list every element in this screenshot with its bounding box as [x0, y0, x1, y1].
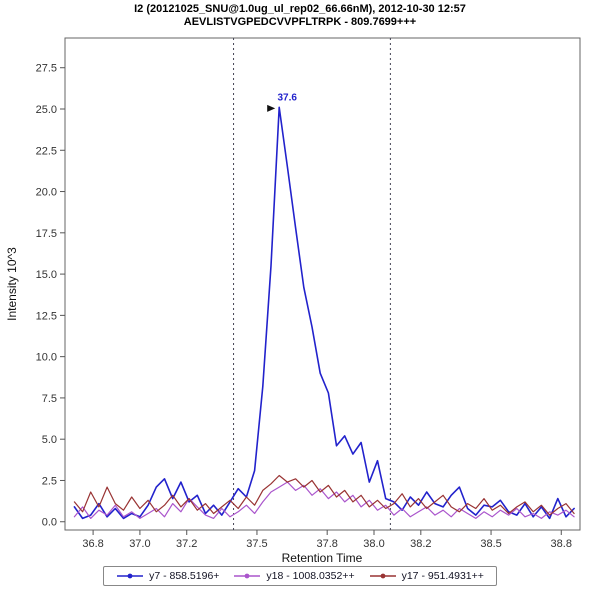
chart-header: I2 (20121025_SNU@1.0ug_ul_rep02_66.66nM)… [0, 3, 600, 29]
chart-title: I2 (20121025_SNU@1.0ug_ul_rep02_66.66nM)… [134, 3, 466, 15]
peak-boundary-lines [233, 38, 391, 530]
x-tick-label: 37.5 [246, 538, 267, 550]
y-axis-label: Intensity 10^3 [5, 247, 19, 321]
legend-wrap: y7 - 858.5196+ y18 - 1008.0352++ y17 - 951… [0, 566, 600, 586]
plot-area[interactable]: 0.0 2.5 5.0 7.5 10.0 12.5 15.0 17.5 20.0 22.5 25.0… [0, 30, 600, 565]
x-tick-label: 37.0 [129, 538, 150, 550]
legend-item-y17: y17 - 951.4931++ [369, 570, 484, 582]
legend-item-y7: y7 - 858.5196+ [116, 570, 219, 582]
peak-annotation-arrow [267, 104, 276, 112]
y-tick-label: 25.0 [36, 104, 57, 116]
axes: 0.0 2.5 5.0 7.5 10.0 12.5 15.0 17.5 20.0 22.5 25.0… [36, 37, 581, 550]
x-tick-label: 38.0 [363, 538, 384, 550]
legend-marker-dot [127, 573, 133, 579]
y-tick-label: 27.5 [36, 63, 57, 75]
y-tick-label: 5.0 [42, 434, 57, 446]
y-tick-label: 17.5 [36, 228, 57, 240]
y-tick-label: 12.5 [36, 310, 57, 322]
legend-label: y17 - 951.4931++ [401, 570, 484, 582]
x-axis-label: Retention Time [282, 551, 363, 565]
y-tick-label: 22.5 [36, 145, 57, 157]
x-tick-label: 38.8 [551, 538, 572, 550]
x-tick-label: 37.8 [316, 538, 337, 550]
legend-marker-dot [245, 573, 250, 579]
x-tick-label: 38.2 [410, 538, 431, 550]
x-tick-label: 36.8 [82, 538, 103, 550]
y-tick-label: 15.0 [36, 269, 57, 281]
x-tick-label: 38.5 [480, 538, 501, 550]
y-tick-label: 0.0 [42, 517, 57, 529]
series-y17 [73, 474, 575, 516]
legend-line-marker-icon [234, 573, 261, 579]
y-tick-label: 2.5 [42, 475, 57, 487]
plot-frame [64, 37, 581, 531]
y-tick-label: 10.0 [36, 352, 57, 364]
legend-item-y18: y18 - 1008.0352++ [233, 570, 355, 582]
legend-line-marker-icon [369, 573, 396, 579]
legend-label: y7 - 858.5196+ [149, 570, 220, 582]
legend-line-marker-icon [117, 573, 144, 579]
peak-annotation-label: 37.6 [277, 92, 297, 103]
peak-annotation: 37.6 [267, 92, 297, 112]
legend-label: y18 - 1008.0352++ [266, 570, 355, 582]
series-y18 [73, 481, 575, 519]
chart-subtitle: AEVLISTVGPEDCVVPFLTRPK - 809.7699+++ [183, 16, 417, 28]
legend-marker-dot [380, 573, 385, 579]
legend: y7 - 858.5196+ y18 - 1008.0352++ y17 - 951… [103, 566, 497, 586]
series-lines [73, 106, 575, 520]
y-tick-label: 20.0 [36, 187, 57, 199]
series-y7 [73, 106, 575, 520]
x-tick-label: 37.2 [176, 538, 197, 550]
y-tick-label: 7.5 [42, 393, 57, 405]
